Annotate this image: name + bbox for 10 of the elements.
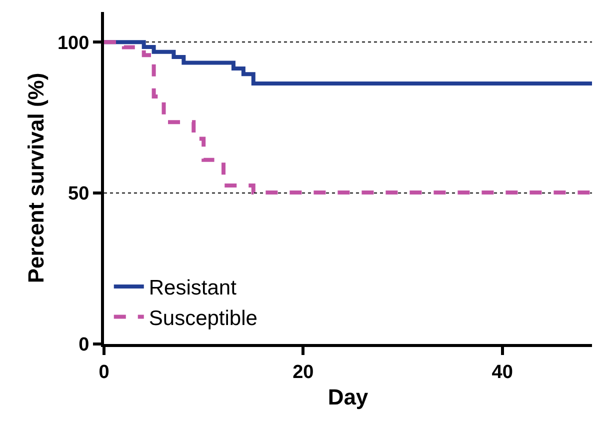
y-tick-label: 50 [68,184,90,205]
y-tick-label: 0 [78,334,90,356]
legend-label: Resistant [148,276,237,300]
x-axis-title: Day [328,384,369,410]
y-axis-title: Percent survival (%) [23,72,48,284]
x-tick-label: 40 [492,362,513,383]
x-tick-label: 0 [98,362,110,383]
legend-label: Susceptible [148,307,258,330]
y-tick-label: 100 [57,32,90,54]
x-tick-label: 20 [292,362,314,383]
